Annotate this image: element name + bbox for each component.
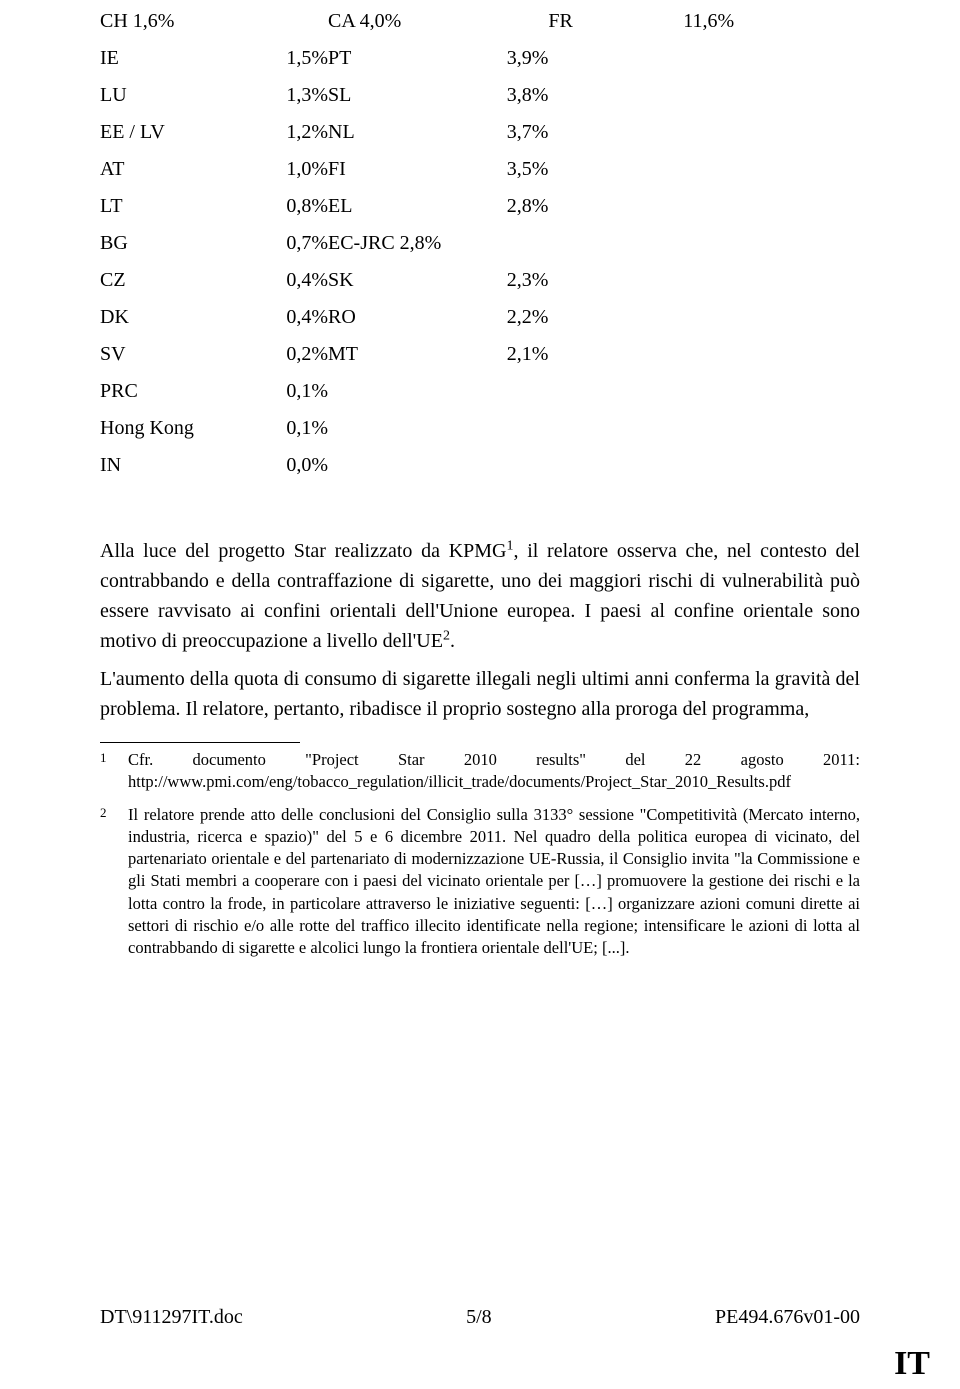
cell-value: 1,0% xyxy=(286,158,328,181)
data-table: CH 1,6% IE 1,5% LU 1,3% EE / LV 1,2% AT 1,0%… xyxy=(100,10,860,481)
cell-value: 0,4% xyxy=(286,269,328,292)
footnotes: 1 Cfr. documento "Project Star 2010 resu… xyxy=(100,749,860,959)
page-footer: DT\911297IT.doc 5/8 PE494.676v01-00 xyxy=(100,1306,860,1329)
cell-label: DK xyxy=(100,306,129,329)
cell-value: 11,6% xyxy=(608,10,734,33)
table-row: CH 1,6% xyxy=(100,10,328,33)
footnote-separator xyxy=(100,742,300,743)
table-row: MT 2,1% xyxy=(328,343,548,366)
cell-label: CA 4,0% xyxy=(328,10,401,33)
cell-label: SV xyxy=(100,343,126,366)
cell-label: FI xyxy=(328,158,346,181)
table-row: SK 2,3% xyxy=(328,269,548,292)
table-row: PT 3,9% xyxy=(328,47,548,70)
cell-value: 0,4% xyxy=(286,306,328,329)
table-row: CA 4,0% xyxy=(328,10,548,33)
table-row: RO 2,2% xyxy=(328,306,548,329)
table-row: SV 0,2% xyxy=(100,343,328,366)
table-col-2: CA 4,0% PT 3,9% SL 3,8% NL 3,7% FI 3,5% EL 2,… xyxy=(328,10,548,481)
table-row: IN 0,0% xyxy=(100,454,328,477)
footnote-text: Il relatore prende atto delle conclusion… xyxy=(128,804,860,960)
cell-value: 0,8% xyxy=(286,195,328,218)
cell-value: 2,8% xyxy=(507,195,549,218)
cell-value: 2,2% xyxy=(507,306,549,329)
table-row: FI 3,5% xyxy=(328,158,548,181)
cell-value: 1,5% xyxy=(286,47,328,70)
cell-value: 3,9% xyxy=(507,47,549,70)
table-row: PRC 0,1% xyxy=(100,380,328,403)
table-row: LU 1,3% xyxy=(100,84,328,107)
footer-right: PE494.676v01-00 xyxy=(715,1306,860,1329)
footnote-ref: 1 xyxy=(507,538,514,553)
footnote-1: 1 Cfr. documento "Project Star 2010 resu… xyxy=(100,749,860,794)
cell-label: PRC xyxy=(100,380,138,403)
cell-label: LT xyxy=(100,195,123,218)
footer-center: 5/8 xyxy=(466,1306,492,1329)
cell-label: EL xyxy=(328,195,352,218)
table-row: AT 1,0% xyxy=(100,158,328,181)
table-row: CZ 0,4% xyxy=(100,269,328,292)
cell-value: 1,3% xyxy=(286,84,328,107)
table-row: NL 3,7% xyxy=(328,121,548,144)
cell-label: NL xyxy=(328,121,355,144)
body-text: Alla luce del progetto Star realizzato d… xyxy=(100,536,860,724)
text: . xyxy=(450,630,455,652)
cell-value: 0,7% xyxy=(286,232,328,255)
cell-value: 3,8% xyxy=(507,84,549,107)
text: Alla luce del progetto Star realizzato d… xyxy=(100,540,507,562)
cell-label: IN xyxy=(100,454,121,477)
table-row: SL 3,8% xyxy=(328,84,548,107)
cell-label: AT xyxy=(100,158,124,181)
cell-label: MT xyxy=(328,343,358,366)
cell-label: EC-JRC 2,8% xyxy=(328,232,441,255)
cell-value: 3,7% xyxy=(507,121,549,144)
language-mark: IT xyxy=(894,1345,930,1383)
cell-value: 3,5% xyxy=(507,158,549,181)
cell-value: 0,0% xyxy=(286,454,328,477)
paragraph-2: L'aumento della quota di consumo di siga… xyxy=(100,664,860,724)
cell-label: IE xyxy=(100,47,119,70)
paragraph-1: Alla luce del progetto Star realizzato d… xyxy=(100,536,860,656)
cell-label: SL xyxy=(328,84,351,107)
cell-label: EE / LV xyxy=(100,121,165,144)
page: CH 1,6% IE 1,5% LU 1,3% EE / LV 1,2% AT 1,0%… xyxy=(0,0,960,1389)
cell-label: Hong Kong xyxy=(100,417,194,440)
table-row: IE 1,5% xyxy=(100,47,328,70)
table-row: LT 0,8% xyxy=(100,195,328,218)
footer-left: DT\911297IT.doc xyxy=(100,1306,243,1329)
table-row: FR 11,6% xyxy=(548,10,860,33)
footnote-ref: 2 xyxy=(443,628,450,643)
footnote-number: 2 xyxy=(100,804,128,960)
table-row: EC-JRC 2,8% xyxy=(328,232,548,255)
table-row: Hong Kong 0,1% xyxy=(100,417,328,440)
table-row: BG 0,7% xyxy=(100,232,328,255)
cell-value: 0,2% xyxy=(286,343,328,366)
cell-label: CH 1,6% xyxy=(100,10,174,33)
cell-value: 0,1% xyxy=(286,380,328,403)
cell-value: 2,1% xyxy=(507,343,549,366)
cell-value: 1,2% xyxy=(286,121,328,144)
table-row: DK 0,4% xyxy=(100,306,328,329)
table-col-1: CH 1,6% IE 1,5% LU 1,3% EE / LV 1,2% AT 1,0%… xyxy=(100,10,328,481)
cell-label: BG xyxy=(100,232,128,255)
table-col-3: FR 11,6% xyxy=(548,10,860,481)
cell-label: CZ xyxy=(100,269,126,292)
table-row: EL 2,8% xyxy=(328,195,548,218)
footnote-2: 2 Il relatore prende atto delle conclusi… xyxy=(100,804,860,960)
cell-label: FR xyxy=(548,10,608,33)
cell-label: RO xyxy=(328,306,356,329)
cell-label: LU xyxy=(100,84,127,107)
footnote-number: 1 xyxy=(100,749,128,794)
table-row: EE / LV 1,2% xyxy=(100,121,328,144)
cell-label: PT xyxy=(328,47,351,70)
footnote-text: Cfr. documento "Project Star 2010 result… xyxy=(128,749,860,794)
cell-value: 2,3% xyxy=(507,269,549,292)
cell-value: 0,1% xyxy=(286,417,328,440)
cell-label: SK xyxy=(328,269,354,292)
